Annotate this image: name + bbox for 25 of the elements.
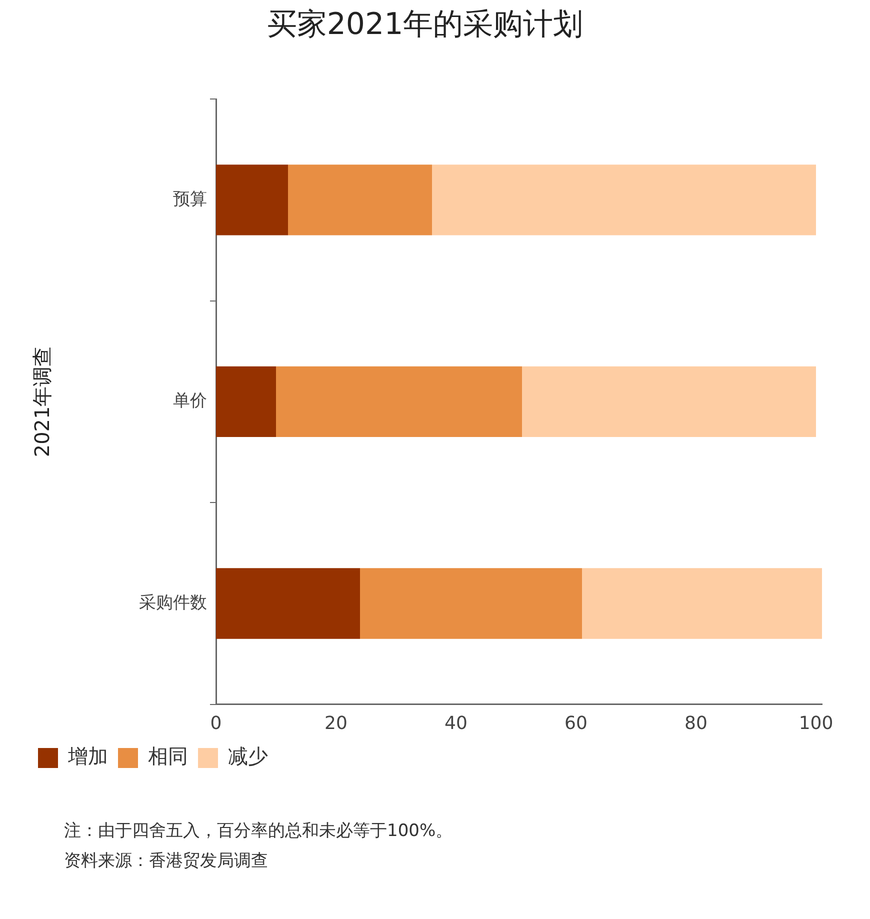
x-tick-label: 40 xyxy=(444,712,468,734)
text: 注：由于四舍五入，百分率的总和未必等于100%。 xyxy=(64,820,454,843)
bar xyxy=(216,568,360,639)
bar xyxy=(582,568,822,639)
bar xyxy=(288,164,432,236)
legend-label: 增加 xyxy=(67,744,108,768)
text: 资料来源：香港贸发局调查 xyxy=(64,850,269,873)
x-tick-label: 20 xyxy=(324,712,348,734)
y-tick-label: 预算 xyxy=(173,189,207,210)
bar xyxy=(432,164,816,236)
x-tick-label: 80 xyxy=(684,712,708,734)
bar xyxy=(360,568,582,639)
bar xyxy=(216,164,288,236)
x-tick-label: 60 xyxy=(564,712,588,734)
legend-label: 相同 xyxy=(148,744,188,768)
y-axis-title: 2021年调查 xyxy=(30,346,54,458)
x-tick-label: 0 xyxy=(210,712,222,734)
x-tick-label: 100 xyxy=(798,712,834,734)
bar xyxy=(522,366,816,438)
legend-label: 减少 xyxy=(228,744,268,768)
y-tick-label: 采购件数 xyxy=(139,592,207,613)
y-tick-label: 单价 xyxy=(173,391,207,412)
bar xyxy=(276,366,522,438)
bar xyxy=(216,366,276,438)
chart-title: 买家2021年的采购计划 xyxy=(266,6,584,42)
